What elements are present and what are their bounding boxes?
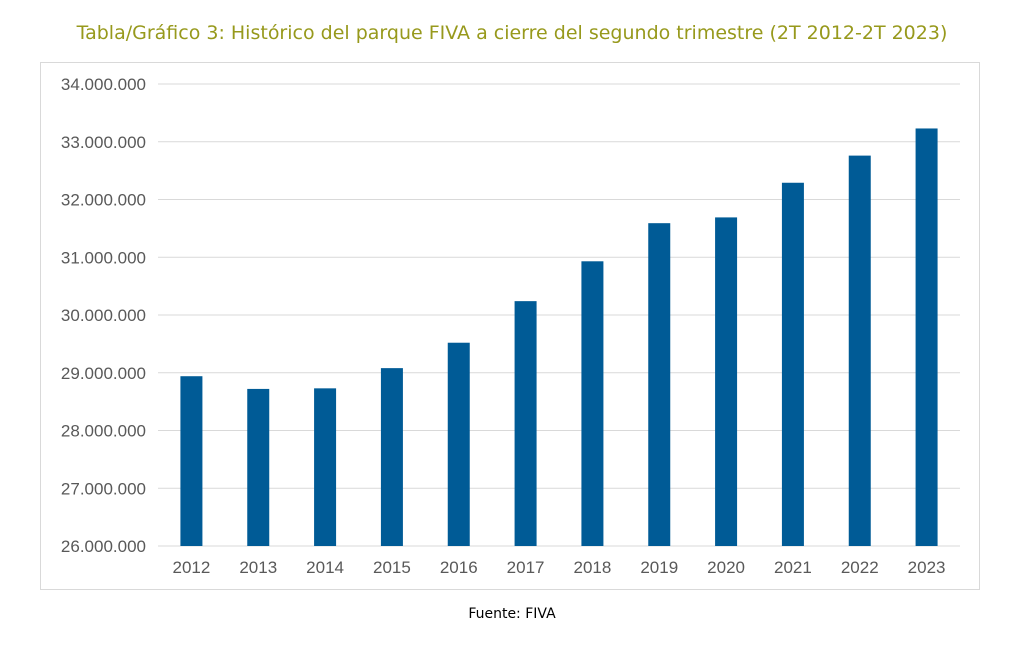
bar-2019 xyxy=(648,223,671,547)
bar-2022 xyxy=(848,155,871,547)
x-tick-label: 2019 xyxy=(640,558,678,577)
y-tick-label: 29.000.000 xyxy=(61,364,146,383)
y-tick-label: 27.000.000 xyxy=(61,479,146,498)
y-tick-label: 34.000.000 xyxy=(61,75,146,94)
bar-2023 xyxy=(915,128,938,546)
bar-2015 xyxy=(380,368,403,546)
bar-chart: 26.000.000 27.000.000 28.000.000 29.000.000… xyxy=(61,75,960,577)
x-tick-label: 2016 xyxy=(440,558,478,577)
bar-2017 xyxy=(514,301,537,546)
bar-2012 xyxy=(180,376,203,546)
y-tick-label: 30.000.000 xyxy=(61,306,146,325)
bar-2020 xyxy=(715,217,738,546)
bar-2018 xyxy=(581,261,604,546)
source-note: Fuente: FIVA xyxy=(468,606,556,622)
y-tick-label: 31.000.000 xyxy=(61,248,146,267)
x-tick-label: 2018 xyxy=(574,558,612,577)
bar-2014 xyxy=(314,388,337,546)
x-tick-label: 2013 xyxy=(239,558,277,577)
gridlines xyxy=(158,83,960,547)
bar-2021 xyxy=(781,182,804,546)
y-tick-label: 26.000.000 xyxy=(61,537,146,556)
y-tick-label: 33.000.000 xyxy=(61,133,146,152)
x-tick-label: 2021 xyxy=(774,558,812,577)
x-tick-label: 2012 xyxy=(173,558,211,577)
x-tick-label: 2014 xyxy=(306,558,344,577)
bar-2013 xyxy=(247,388,270,546)
x-axis-tick-labels: 2012 2013 2014 2015 2016 2017 2018 2019 2020 2021… xyxy=(173,558,946,577)
y-tick-label: 32.000.000 xyxy=(61,191,146,210)
bars xyxy=(180,128,938,547)
chart-title: Tabla/Gráfico 3: Histórico del parque FI… xyxy=(76,22,948,44)
bar-2016 xyxy=(447,342,470,546)
x-tick-label: 2015 xyxy=(373,558,411,577)
x-tick-label: 2022 xyxy=(841,558,879,577)
x-tick-label: 2020 xyxy=(707,558,745,577)
x-tick-label: 2023 xyxy=(908,558,946,577)
x-tick-label: 2017 xyxy=(507,558,545,577)
y-axis-tick-labels: 26.000.000 27.000.000 28.000.000 29.000.000… xyxy=(61,75,146,556)
y-tick-label: 28.000.000 xyxy=(61,422,146,441)
